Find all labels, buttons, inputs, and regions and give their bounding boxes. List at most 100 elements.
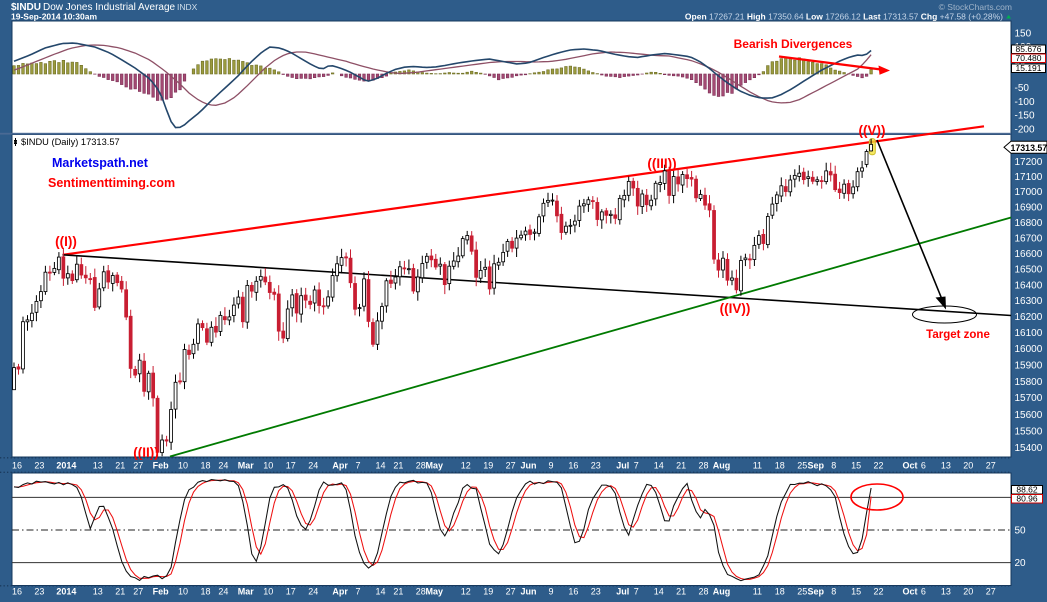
svg-text:Sep: Sep — [807, 461, 824, 471]
svg-text:19-Sep-2014 10:30am: 19-Sep-2014 10:30am — [11, 11, 97, 21]
svg-text:13: 13 — [93, 587, 103, 597]
svg-text:16100: 16100 — [1015, 328, 1043, 339]
svg-text:© StockCharts.com: © StockCharts.com — [939, 2, 1012, 12]
svg-text:Mar: Mar — [238, 461, 255, 471]
svg-text:8: 8 — [831, 587, 836, 597]
svg-text:23: 23 — [591, 461, 601, 471]
svg-text:((IV)): ((IV)) — [720, 301, 751, 316]
svg-text:17: 17 — [286, 587, 296, 597]
svg-text:Oct: Oct — [902, 587, 917, 597]
svg-text:27: 27 — [506, 461, 516, 471]
svg-text:19: 19 — [483, 587, 493, 597]
svg-text:7: 7 — [634, 461, 639, 471]
svg-text:Sentimenttiming.com: Sentimenttiming.com — [48, 176, 175, 190]
svg-text:14: 14 — [375, 461, 385, 471]
svg-text:20: 20 — [963, 461, 973, 471]
svg-text:16400: 16400 — [1015, 280, 1043, 291]
svg-text:15600: 15600 — [1015, 410, 1043, 421]
svg-text:Apr: Apr — [332, 587, 348, 597]
svg-text:27: 27 — [133, 587, 143, 597]
svg-text:11: 11 — [753, 587, 762, 597]
svg-text:9: 9 — [548, 587, 553, 597]
svg-text:Oct: Oct — [902, 461, 917, 471]
svg-text:((III)): ((III)) — [647, 156, 676, 171]
svg-text:70.480: 70.480 — [1016, 53, 1042, 63]
svg-text:18: 18 — [200, 461, 210, 471]
svg-text:22: 22 — [873, 587, 883, 597]
svg-text:Apr: Apr — [332, 461, 348, 471]
svg-text:27: 27 — [506, 587, 516, 597]
svg-text:9: 9 — [548, 461, 553, 471]
svg-text:17313.57: 17313.57 — [1011, 143, 1047, 153]
svg-text:16600: 16600 — [1015, 249, 1043, 260]
svg-text:16900: 16900 — [1015, 202, 1043, 213]
svg-text:Mar: Mar — [238, 587, 255, 597]
svg-text:14: 14 — [375, 587, 385, 597]
svg-text:-50: -50 — [1015, 83, 1030, 94]
svg-text:20: 20 — [963, 587, 973, 597]
svg-text:Open 17267.21 High 17350.64 Lo: Open 17267.21 High 17350.64 Low 17266.12… — [685, 11, 1003, 21]
svg-text:23: 23 — [34, 587, 44, 597]
svg-text:10: 10 — [178, 587, 188, 597]
svg-text:16: 16 — [12, 587, 22, 597]
svg-text:2014: 2014 — [56, 461, 76, 471]
svg-text:16700: 16700 — [1015, 233, 1043, 244]
svg-text:50: 50 — [1015, 526, 1027, 537]
svg-text:Target zone: Target zone — [926, 329, 990, 341]
svg-text:May: May — [426, 461, 444, 471]
svg-text:80.96: 80.96 — [1016, 494, 1038, 504]
svg-text:Jun: Jun — [520, 587, 536, 597]
svg-text:27: 27 — [986, 587, 996, 597]
svg-text:21: 21 — [676, 461, 686, 471]
svg-text:15400: 15400 — [1015, 443, 1043, 454]
svg-text:17100: 17100 — [1015, 172, 1043, 183]
svg-text:7: 7 — [634, 587, 639, 597]
svg-text:15700: 15700 — [1015, 393, 1043, 404]
svg-text:((I)): ((I)) — [55, 234, 77, 249]
svg-text:18: 18 — [200, 587, 210, 597]
svg-text:Jul: Jul — [616, 587, 629, 597]
svg-text:16300: 16300 — [1015, 296, 1043, 307]
svg-text:Feb: Feb — [153, 461, 170, 471]
svg-text:Feb: Feb — [153, 587, 170, 597]
svg-text:15500: 15500 — [1015, 426, 1043, 437]
svg-text:25: 25 — [797, 461, 807, 471]
svg-text:22: 22 — [873, 461, 883, 471]
svg-text:((V)): ((V)) — [859, 123, 886, 138]
svg-text:27: 27 — [133, 461, 143, 471]
svg-text:Aug: Aug — [713, 587, 731, 597]
svg-text:7: 7 — [355, 461, 360, 471]
svg-text:21: 21 — [393, 587, 403, 597]
svg-text:17: 17 — [286, 461, 296, 471]
svg-text:18: 18 — [775, 461, 785, 471]
svg-text:21: 21 — [115, 461, 125, 471]
svg-text:15: 15 — [851, 461, 861, 471]
svg-text:24: 24 — [308, 461, 318, 471]
svg-text:16800: 16800 — [1015, 218, 1043, 229]
svg-text:11: 11 — [753, 461, 762, 471]
svg-text:18: 18 — [775, 587, 785, 597]
svg-text:Jun: Jun — [520, 461, 536, 471]
svg-text:19: 19 — [483, 461, 493, 471]
svg-text:May: May — [426, 587, 444, 597]
svg-text:$INDU (Daily) 17313.57: $INDU (Daily) 17313.57 — [21, 137, 120, 147]
svg-text:24: 24 — [218, 587, 228, 597]
svg-text:6: 6 — [921, 587, 926, 597]
svg-text:Bearish Divergences: Bearish Divergences — [734, 37, 853, 51]
svg-text:16: 16 — [12, 461, 22, 471]
svg-text:Jul: Jul — [616, 461, 629, 471]
svg-text:10: 10 — [263, 587, 273, 597]
svg-text:10: 10 — [178, 461, 188, 471]
svg-text:24: 24 — [218, 461, 228, 471]
svg-text:17000: 17000 — [1015, 187, 1043, 198]
svg-text:INDX: INDX — [177, 2, 198, 12]
svg-text:13: 13 — [93, 461, 103, 471]
svg-text:21: 21 — [676, 587, 686, 597]
svg-text:25: 25 — [797, 587, 807, 597]
svg-text:16: 16 — [568, 461, 578, 471]
svg-text:16500: 16500 — [1015, 265, 1043, 276]
svg-text:12: 12 — [461, 461, 471, 471]
svg-text:Marketspath.net: Marketspath.net — [52, 156, 149, 170]
svg-text:28: 28 — [698, 587, 708, 597]
svg-text:27: 27 — [986, 461, 996, 471]
